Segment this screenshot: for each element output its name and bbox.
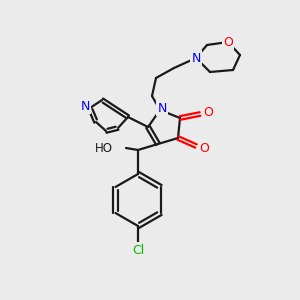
Text: N: N [80,100,90,112]
Text: O: O [223,35,233,49]
Text: Cl: Cl [132,244,144,256]
Text: HO: HO [95,142,113,154]
Text: O: O [199,142,209,154]
Text: O: O [203,106,213,119]
Text: N: N [157,101,167,115]
Text: N: N [191,52,201,64]
